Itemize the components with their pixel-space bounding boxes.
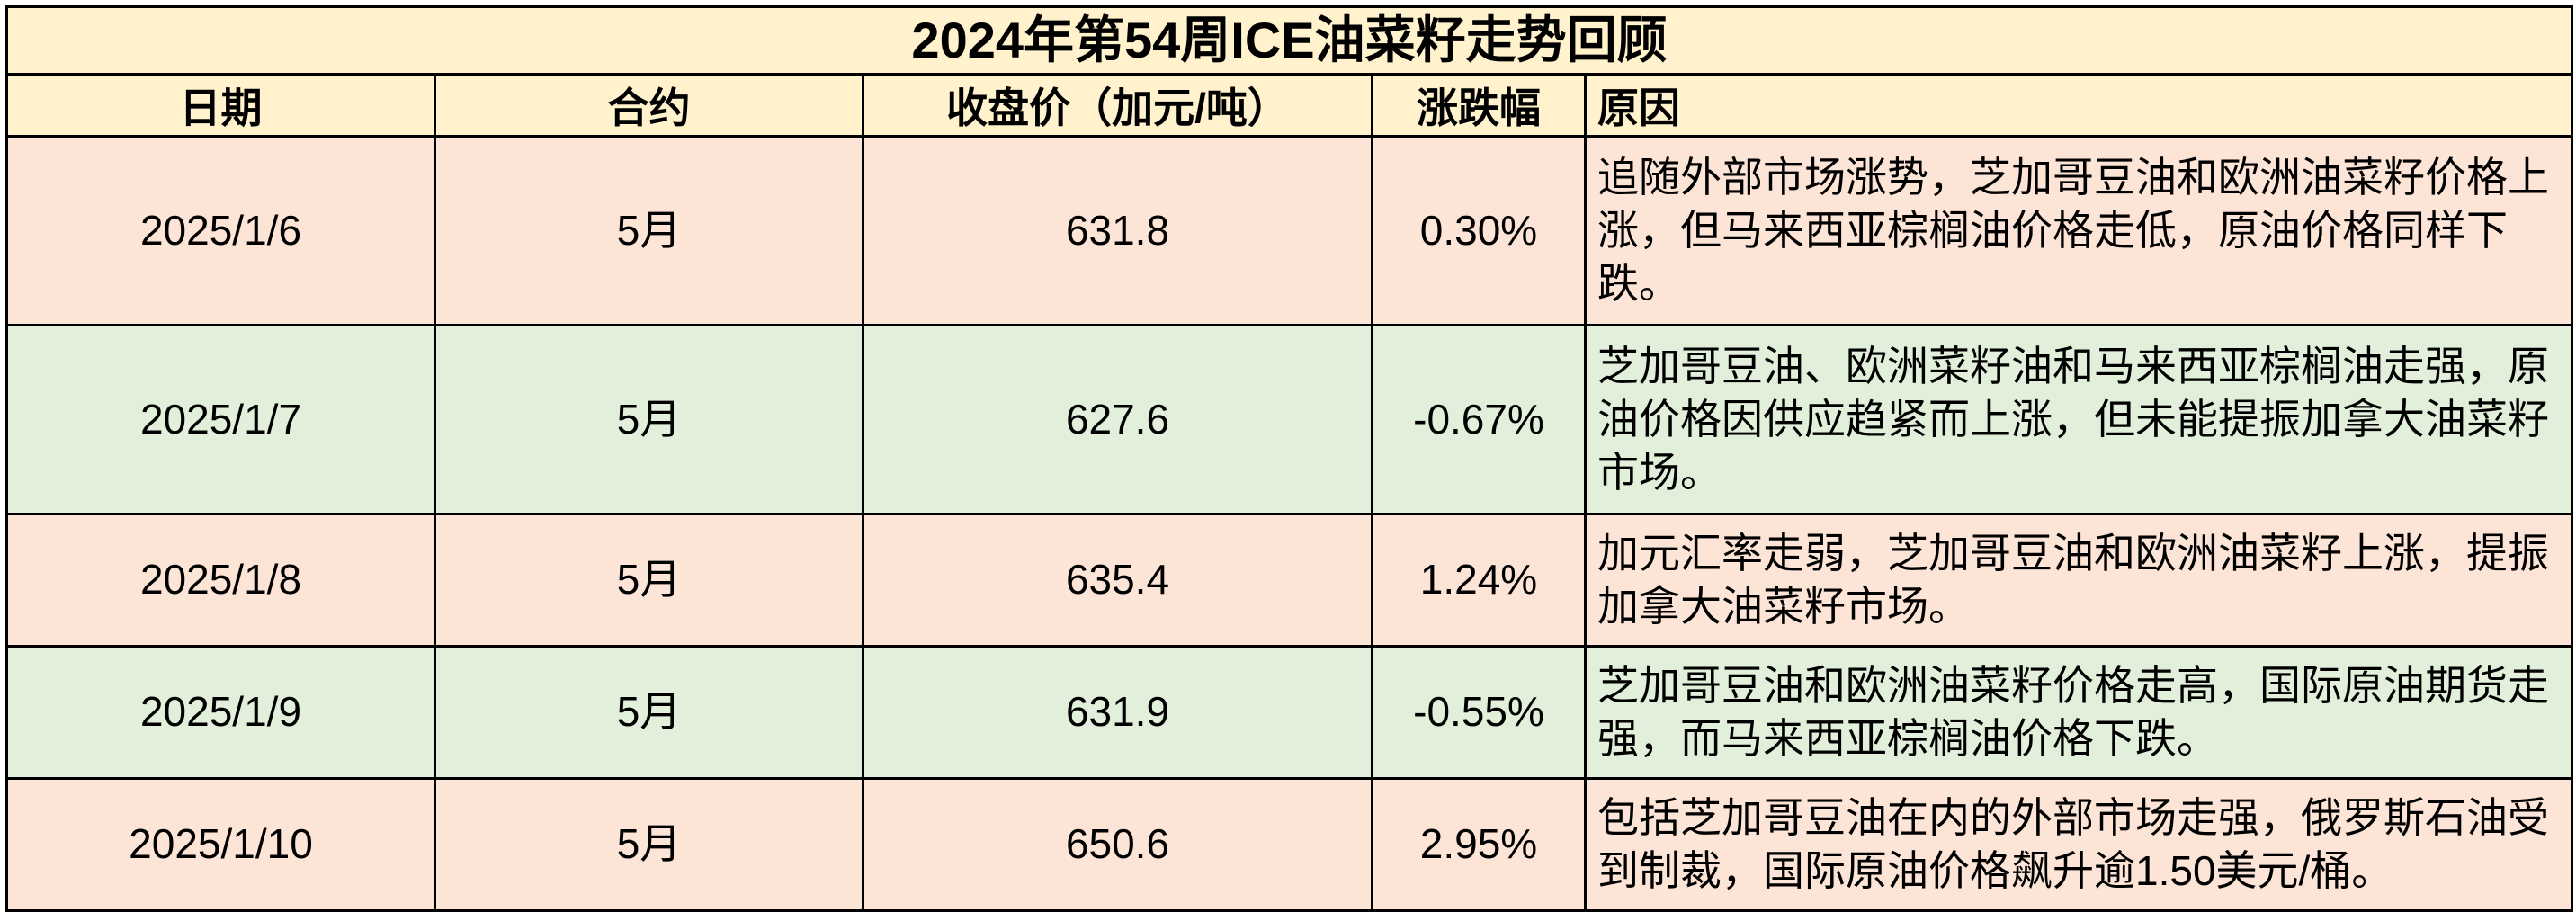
header-reason: 原因 bbox=[1583, 73, 2574, 138]
close-price-cell: 627.6 bbox=[862, 324, 1373, 515]
reason-cell: 包括芝加哥豆油在内的外部市场走强，俄罗斯石油受到制裁，国际原油价格飙升逾1.50… bbox=[1583, 777, 2574, 912]
header-change-pct: 涨跌幅 bbox=[1371, 73, 1587, 138]
reason-cell: 芝加哥豆油、欧洲菜籽油和马来西亚棕榈油走强，原油价格因供应趋紧而上涨，但未能提振… bbox=[1583, 324, 2574, 515]
table-title: 2024年第54周ICE油菜籽走势回顾 bbox=[4, 5, 2574, 76]
change-pct-cell: -0.55% bbox=[1371, 645, 1587, 780]
change-pct-cell: 2.95% bbox=[1371, 777, 1587, 912]
header-date: 日期 bbox=[5, 73, 436, 138]
close-price-cell: 650.6 bbox=[862, 777, 1373, 912]
date-cell: 2025/1/6 bbox=[5, 135, 436, 326]
header-close-price: 收盘价（加元/吨） bbox=[862, 73, 1373, 138]
date-cell: 2025/1/7 bbox=[5, 324, 436, 515]
date-cell: 2025/1/8 bbox=[5, 513, 436, 648]
contract-cell: 5月 bbox=[434, 324, 864, 515]
reason-cell: 加元汇率走弱，芝加哥豆油和欧洲油菜籽上涨，提振加拿大油菜籽市场。 bbox=[1583, 513, 2574, 648]
date-cell: 2025/1/9 bbox=[5, 645, 436, 780]
table-header-row: 日期 合约 收盘价（加元/吨） 涨跌幅 原因 bbox=[5, 73, 2574, 138]
reason-cell: 芝加哥豆油和欧洲油菜籽价格走高，国际原油期货走强，而马来西亚棕榈油价格下跌。 bbox=[1583, 645, 2574, 780]
close-price-cell: 635.4 bbox=[862, 513, 1373, 648]
header-contract: 合约 bbox=[434, 73, 864, 138]
ice-canola-weekly-table: 2024年第54周ICE油菜籽走势回顾 日期 合约 收盘价（加元/吨） 涨跌幅 … bbox=[4, 5, 2574, 912]
contract-cell: 5月 bbox=[434, 645, 864, 780]
table-row: 2025/1/10 5月 650.6 2.95% 包括芝加哥豆油在内的外部市场走… bbox=[5, 777, 2574, 912]
close-price-cell: 631.8 bbox=[862, 135, 1373, 326]
change-pct-cell: -0.67% bbox=[1371, 324, 1587, 515]
contract-cell: 5月 bbox=[434, 777, 864, 912]
table-row: 2025/1/8 5月 635.4 1.24% 加元汇率走弱，芝加哥豆油和欧洲油… bbox=[5, 513, 2574, 648]
table-row: 2025/1/6 5月 631.8 0.30% 追随外部市场涨势，芝加哥豆油和欧… bbox=[5, 135, 2574, 326]
table-title-row: 2024年第54周ICE油菜籽走势回顾 bbox=[4, 5, 2574, 76]
close-price-cell: 631.9 bbox=[862, 645, 1373, 780]
contract-cell: 5月 bbox=[434, 135, 864, 326]
change-pct-cell: 0.30% bbox=[1371, 135, 1587, 326]
table-row: 2025/1/7 5月 627.6 -0.67% 芝加哥豆油、欧洲菜籽油和马来西… bbox=[5, 324, 2574, 515]
contract-cell: 5月 bbox=[434, 513, 864, 648]
date-cell: 2025/1/10 bbox=[5, 777, 436, 912]
reason-cell: 追随外部市场涨势，芝加哥豆油和欧洲油菜籽价格上涨，但马来西亚棕榈油价格走低，原油… bbox=[1583, 135, 2574, 326]
change-pct-cell: 1.24% bbox=[1371, 513, 1587, 648]
table-row: 2025/1/9 5月 631.9 -0.55% 芝加哥豆油和欧洲油菜籽价格走高… bbox=[5, 645, 2574, 780]
